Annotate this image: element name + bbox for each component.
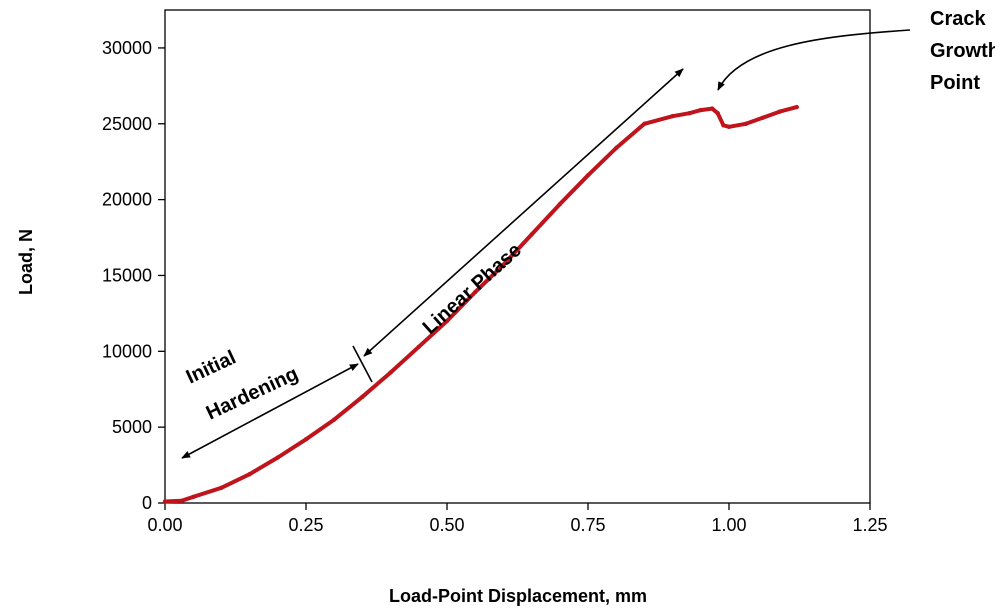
y-tick-label: 0 <box>142 493 152 513</box>
data-point <box>416 344 421 349</box>
data-point <box>642 121 647 127</box>
x-axis: 0.00 0.25 0.50 0.75 1.00 1.25 <box>147 503 888 535</box>
annotation-growth: Growth <box>930 40 995 62</box>
x-tick-label: 1.25 <box>852 515 887 535</box>
x-tick-label: 0.75 <box>570 515 605 535</box>
crack-growth-arrow <box>717 29 911 91</box>
x-axis-title: Load-Point Displacement, mm <box>389 586 647 606</box>
data-point <box>162 499 168 504</box>
data-point <box>726 124 732 129</box>
data-point <box>687 111 692 116</box>
data-point <box>698 107 703 113</box>
y-tick-label: 30000 <box>102 38 152 58</box>
data-point <box>794 104 799 110</box>
plot-area-frame <box>164 9 871 504</box>
y-tick-label: 5000 <box>112 417 152 437</box>
phase-divider-tick <box>352 345 373 383</box>
y-tick-label: 10000 <box>102 341 152 361</box>
annotation-point: Point <box>930 72 980 94</box>
data-point <box>529 232 534 237</box>
data-point <box>332 417 337 422</box>
data-point <box>715 111 720 116</box>
annotation-initial: Initial <box>183 347 240 389</box>
data-point <box>760 115 765 120</box>
linear-phase-arrow <box>363 68 684 357</box>
data-point <box>360 394 365 399</box>
data-point <box>219 485 224 490</box>
data-point <box>777 109 782 114</box>
data-point <box>614 145 619 151</box>
y-tick-label: 25000 <box>102 114 152 134</box>
x-tick-label: 0.50 <box>429 515 464 535</box>
series-layer <box>162 104 799 504</box>
data-point <box>709 106 715 111</box>
data-point <box>179 498 185 503</box>
data-point <box>721 123 726 128</box>
y-tick-label: 20000 <box>102 190 152 210</box>
data-point <box>388 370 393 375</box>
data-point <box>303 437 309 442</box>
annotation-crack: Crack <box>930 8 986 30</box>
data-point <box>247 472 252 477</box>
data-point <box>585 173 591 178</box>
x-tick-label: 0.25 <box>288 515 323 535</box>
data-point <box>743 121 749 127</box>
y-axis: 0 5000 10000 15000 20000 25000 30000 <box>102 38 165 513</box>
x-tick-label: 1.00 <box>711 515 746 535</box>
data-point <box>191 494 196 500</box>
y-tick-label: 15000 <box>102 265 152 285</box>
initial-hardening-arrow <box>181 363 359 459</box>
data-point <box>670 114 675 119</box>
annotation-linear-phase: Linear Phase <box>419 239 526 339</box>
load-displacement-line <box>163 105 799 504</box>
y-axis-title: Load, N <box>16 229 36 295</box>
data-point <box>275 455 280 460</box>
data-point <box>557 202 562 207</box>
x-tick-label: 0.00 <box>147 515 182 535</box>
